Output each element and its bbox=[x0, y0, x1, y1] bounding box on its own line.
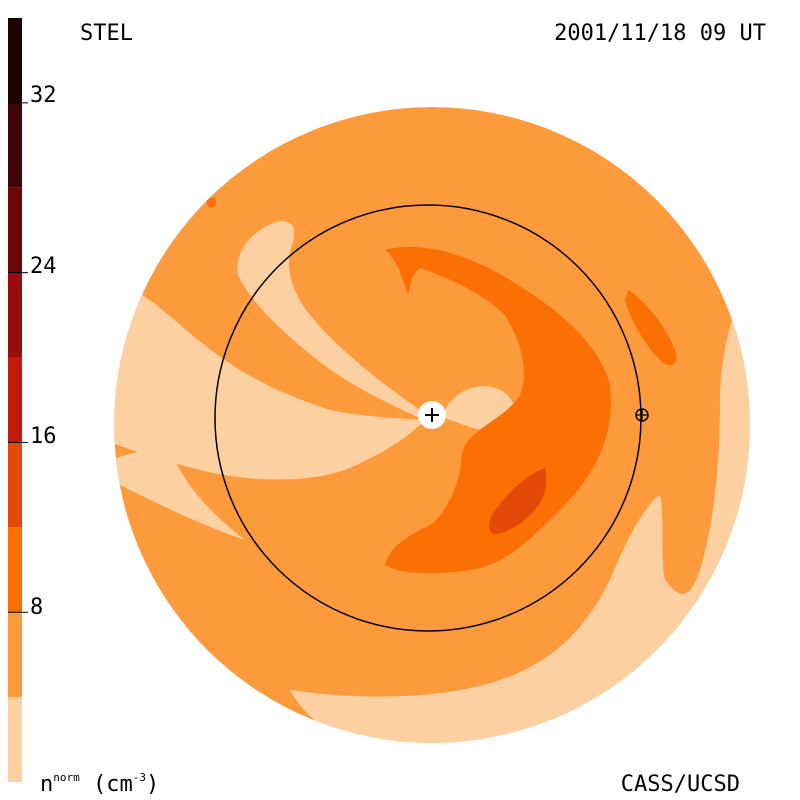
sun-plus-icon bbox=[418, 401, 446, 429]
unit-base: n bbox=[40, 772, 54, 797]
density-fragment-top-left bbox=[206, 197, 216, 208]
colorbar-segment bbox=[8, 527, 22, 613]
low-density-region-left-arm bbox=[114, 280, 425, 480]
unit-superscript: norm bbox=[53, 771, 80, 784]
earth-orbit bbox=[214, 204, 642, 632]
colorbar-tick-label: 24 bbox=[30, 254, 57, 279]
colorbar-segment bbox=[8, 102, 22, 188]
colorbar-tick-label: 16 bbox=[30, 424, 57, 449]
model-label: STEL bbox=[80, 21, 133, 46]
colorbar-tick-label: 8 bbox=[30, 595, 44, 620]
colorbar-segment bbox=[8, 612, 22, 698]
colorbar-segment bbox=[8, 18, 22, 103]
colorbar-segment bbox=[8, 442, 22, 528]
colorbar-segment bbox=[8, 272, 22, 358]
unit-paren: (cm bbox=[93, 772, 133, 797]
unit-close: ) bbox=[146, 772, 160, 797]
credit-label: CASS/UCSD bbox=[620, 772, 740, 797]
timestamp-label: 2001/11/18 09 UT bbox=[554, 21, 766, 46]
colorbar-segment bbox=[8, 187, 22, 273]
high-density-crescent bbox=[385, 246, 611, 574]
colorbar-segment bbox=[8, 357, 22, 443]
earth-circled-plus-icon bbox=[635, 408, 649, 422]
low-density-region-bottom-right bbox=[290, 300, 750, 743]
colorbar bbox=[8, 18, 28, 782]
colorbar-tick-label: 32 bbox=[30, 83, 57, 108]
colorbar-segment bbox=[8, 697, 22, 782]
unit-exponent: -3 bbox=[132, 771, 146, 784]
low-density-region-upper-spiral bbox=[237, 221, 420, 418]
unit-label: nnorm (cm-3) bbox=[40, 772, 159, 796]
high-density-blob-right bbox=[625, 290, 677, 366]
low-density-region-lower-band bbox=[114, 445, 245, 540]
peak-density-region bbox=[488, 468, 547, 535]
